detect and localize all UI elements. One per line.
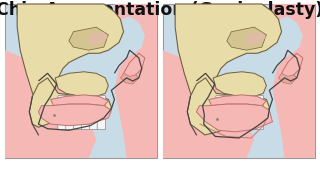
Polygon shape	[89, 32, 108, 46]
FancyBboxPatch shape	[255, 112, 264, 130]
Text: Chin Augmentation (Genioplasty): Chin Augmentation (Genioplasty)	[0, 1, 320, 19]
FancyBboxPatch shape	[82, 96, 90, 114]
FancyBboxPatch shape	[247, 96, 256, 114]
FancyBboxPatch shape	[82, 112, 90, 130]
Polygon shape	[227, 27, 266, 50]
FancyBboxPatch shape	[74, 96, 82, 114]
FancyBboxPatch shape	[66, 112, 74, 130]
Polygon shape	[69, 27, 108, 50]
Polygon shape	[121, 73, 139, 84]
Polygon shape	[213, 72, 266, 96]
FancyBboxPatch shape	[216, 112, 224, 130]
FancyBboxPatch shape	[58, 96, 66, 114]
FancyBboxPatch shape	[224, 96, 232, 114]
FancyBboxPatch shape	[255, 96, 264, 114]
Polygon shape	[282, 53, 303, 81]
Polygon shape	[29, 78, 111, 127]
FancyBboxPatch shape	[224, 112, 232, 130]
FancyBboxPatch shape	[232, 112, 240, 130]
FancyBboxPatch shape	[89, 112, 98, 130]
Polygon shape	[196, 104, 272, 132]
FancyBboxPatch shape	[58, 112, 66, 130]
FancyBboxPatch shape	[247, 112, 256, 130]
Polygon shape	[175, 4, 282, 112]
Polygon shape	[187, 78, 269, 135]
Polygon shape	[5, 50, 96, 158]
FancyBboxPatch shape	[163, 4, 315, 158]
FancyBboxPatch shape	[232, 96, 240, 114]
Polygon shape	[247, 32, 266, 46]
Polygon shape	[51, 95, 108, 106]
FancyBboxPatch shape	[239, 112, 248, 130]
FancyBboxPatch shape	[89, 96, 98, 114]
Polygon shape	[115, 4, 157, 158]
Polygon shape	[38, 104, 111, 126]
Polygon shape	[209, 95, 266, 106]
FancyBboxPatch shape	[5, 4, 157, 158]
FancyBboxPatch shape	[97, 112, 106, 130]
Polygon shape	[163, 50, 254, 158]
Polygon shape	[272, 4, 315, 158]
FancyBboxPatch shape	[216, 96, 224, 114]
Polygon shape	[55, 72, 108, 96]
Polygon shape	[278, 73, 297, 84]
FancyBboxPatch shape	[74, 112, 82, 130]
Polygon shape	[124, 53, 145, 81]
FancyBboxPatch shape	[66, 96, 74, 114]
FancyBboxPatch shape	[239, 96, 248, 114]
Polygon shape	[17, 4, 124, 112]
FancyBboxPatch shape	[97, 96, 106, 114]
